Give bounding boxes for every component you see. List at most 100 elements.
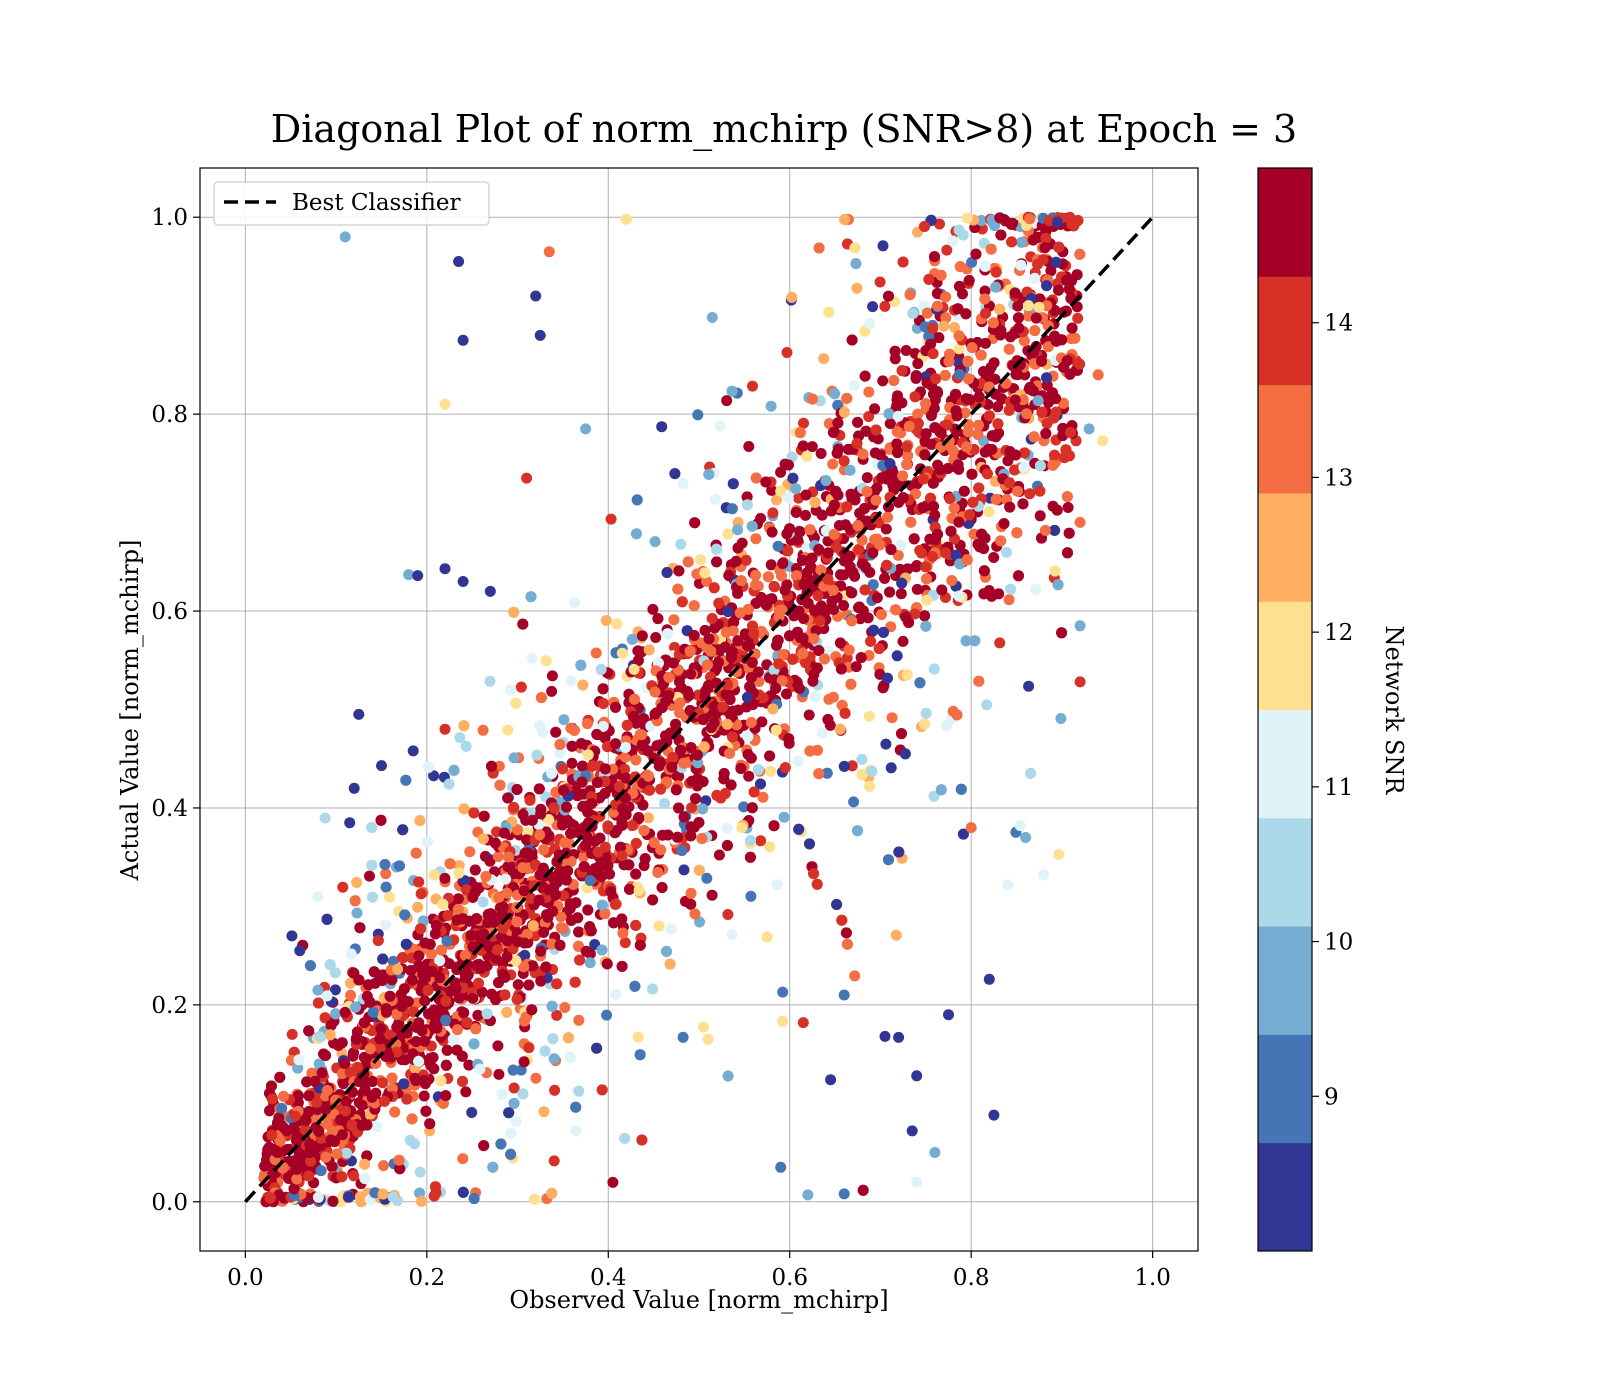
scatter-point-4877 [359,1158,371,1170]
scatter-point-4141 [1014,820,1026,831]
scatter-point-4013 [415,923,427,935]
scatter-point-4510 [440,1090,452,1102]
scatter-point-4468 [710,543,722,555]
scatter-point-4786 [1033,301,1045,313]
scatter-point-4748 [389,1106,401,1118]
scatter-point-510 [1003,594,1015,606]
scatter-point-4776 [451,1044,463,1056]
scatter-point-709 [477,724,489,736]
scatter-point-4700 [1040,232,1052,244]
scatter-point-3742 [1002,879,1014,891]
scatter-point-4103 [925,410,937,421]
scatter-point-3989 [366,822,378,833]
scatter-point-614 [428,770,440,782]
scatter-point-644 [1072,312,1084,324]
scatter-point-179 [1053,849,1065,860]
scatter-point-4120 [628,663,640,675]
scatter-point-3701 [423,761,435,773]
scatter-point-4051 [546,767,558,779]
scatter-point-3182 [747,380,758,392]
scatter-point-4245 [441,1044,453,1056]
scatter-point-4444 [787,472,799,484]
scatter-point-4075 [458,1007,470,1019]
scatter-point-437 [849,970,861,982]
scatter-point-4896 [1049,330,1061,342]
scatter-point-4902 [634,1049,646,1061]
scatter-point-4260 [783,733,795,745]
scatter-point-4212 [953,330,965,342]
scatter-point-4002 [885,544,897,555]
scatter-point-4836 [375,814,387,826]
scatter-point-4621 [713,597,725,609]
scatter-point-4668 [435,1075,447,1087]
scatter-point-1085 [1034,510,1046,522]
scatter-point-4983 [502,935,513,947]
scatter-point-4261 [865,635,877,647]
scatter-point-4916 [972,429,984,440]
scatter-point-4558 [547,1033,559,1045]
scatter-point-3760 [397,824,409,836]
scatter-point-4237 [1027,234,1039,246]
scatter-point-1030 [823,693,835,705]
scatter-point-1023 [530,1072,542,1084]
scatter-point-3298 [413,876,425,888]
scatter-point-4218 [406,1113,418,1125]
scatter-point-4632 [947,445,959,457]
scatter-point-4721 [416,1195,428,1207]
scatter-point-3690 [676,845,688,856]
scatter-point-4380 [990,266,1002,278]
scatter-point-1136 [554,747,566,759]
scatter-point-4930 [721,718,733,730]
scatter-point-3406 [380,881,392,893]
scatter-point-649 [993,588,1005,600]
scatter-point-4177 [978,588,990,600]
scatter-point-4491 [1036,355,1047,367]
scatter-point-822 [838,569,850,581]
scatter-point-3361 [852,416,864,428]
scatter-point-808 [721,822,733,834]
scatter-point-4677 [460,740,472,752]
scatter-point-3340 [688,600,700,612]
scatter-point-855 [928,790,940,802]
scatter-point-3208 [891,426,903,438]
scatter-point-3963 [732,542,744,554]
scatter-point-4901 [636,630,648,642]
scatter-point-3920 [629,980,641,992]
scatter-point-4761 [860,561,872,573]
scatter-point-4211 [372,935,384,946]
scatter-point-4589 [901,669,913,681]
scatter-point-4090 [761,931,773,943]
scatter-point-4391 [685,887,697,899]
scatter-point-1130 [929,509,941,521]
scatter-point-762 [1053,284,1064,296]
scatter-point-3331 [478,1140,490,1152]
scatter-point-4692 [883,854,894,866]
scatter-point-4538 [807,675,819,687]
scatter-point-4480 [309,1075,321,1087]
scatter-point-1077 [834,637,846,649]
scatter-point-3644 [573,926,585,938]
scatter-point-746 [492,851,504,862]
scatter-point-3589 [847,566,859,578]
scatter-point-4671 [696,833,708,844]
scatter-point-3599 [954,261,966,273]
scatter-point-4172 [760,476,772,488]
scatter-point-4509 [896,728,907,740]
scatter-point-741 [412,901,424,913]
scatter-point-4104 [469,864,481,876]
scatter-point-3877 [804,745,816,757]
scatter-point-3569 [685,898,697,910]
scatter-point-4612 [461,1017,473,1029]
scatter-point-4858 [921,594,933,606]
scatter-point-4824 [1034,485,1046,497]
scatter-point-4064 [376,974,388,986]
scatter-point-670 [415,888,427,900]
scatter-point-4522 [259,1160,271,1172]
scatter-point-236 [344,977,356,989]
scatter-point-717 [570,1125,582,1137]
scatter-point-401 [642,812,654,824]
scatter-point-4338 [293,1054,305,1066]
scatter-point-4854 [643,644,655,656]
scatter-point-4816 [1039,242,1051,254]
scatter-point-4669 [398,983,410,995]
